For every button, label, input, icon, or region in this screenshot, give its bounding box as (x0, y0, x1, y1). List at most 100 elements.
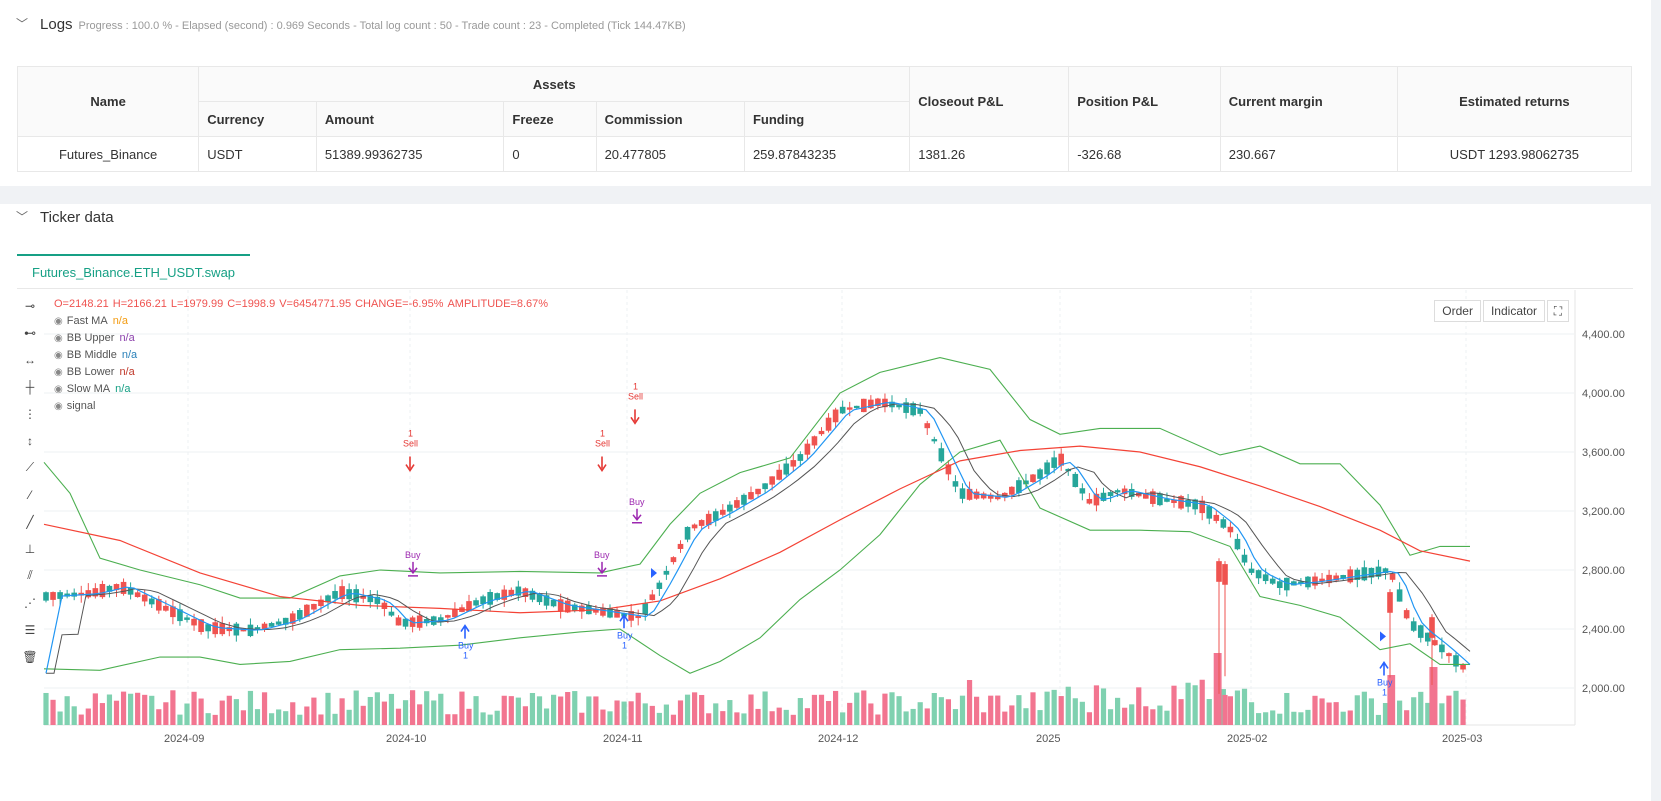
volume-bar (586, 696, 592, 725)
fib-icon[interactable]: ⋰ (24, 595, 36, 610)
legend-item[interactable]: ◉ BB Upper n/a (54, 330, 552, 347)
volume-bar (226, 695, 232, 725)
bb-middle-line (46, 403, 1471, 674)
volume-bar (1425, 702, 1431, 725)
col-funding: Funding (743, 101, 911, 137)
horizontal-ray-icon[interactable]: ↔ (24, 352, 36, 367)
candle-body (670, 557, 677, 563)
y-tick-label: 2,000.00 (1582, 683, 1625, 695)
volume-bar (1136, 687, 1142, 725)
close-signal-label: Buy (405, 550, 421, 560)
candle-body (205, 624, 211, 632)
ohlc-close: C=1998.9 (227, 298, 276, 310)
volume-bar (1122, 707, 1128, 725)
ohlc-high: H=2166.21 (112, 298, 167, 310)
volume-bar (790, 714, 796, 725)
trash-icon[interactable]: 🗑 (22, 649, 38, 664)
volume-bar (494, 710, 500, 725)
candle-body (600, 607, 606, 616)
legend-value: n/a (121, 349, 138, 361)
legend-item[interactable]: ◉ Fast MA n/a (54, 313, 552, 330)
vertical-ray-icon[interactable]: ↕ (27, 433, 33, 448)
volume-bar (1432, 667, 1438, 725)
candle-body (966, 488, 973, 500)
volume-bar (600, 709, 606, 725)
volume-bar (1256, 713, 1262, 725)
sell-arrow-icon (630, 409, 640, 425)
vertical-line-icon[interactable]: ┼ (25, 379, 35, 394)
candle-body (1241, 554, 1248, 563)
crosshair-icon[interactable]: ⊸ (24, 298, 36, 313)
candle-body (402, 618, 409, 627)
logs-header[interactable]: ﹀ Logs Progress : 100.0 % - Elapsed (sec… (16, 16, 686, 33)
col-margin: Current margin (1219, 66, 1398, 137)
candle-body (790, 460, 797, 467)
candle-body (762, 483, 768, 490)
tab-eth-usdt[interactable]: Futures_Binance.ETH_USDT.swap (17, 254, 251, 288)
sell-signal-label: Sell (628, 391, 643, 401)
sell-signal-label: Sell (403, 439, 418, 449)
volume-bar (1086, 712, 1092, 725)
ohlc-readout: O=2148.21 H=2166.21 L=1979.99 C=1998.9 V=645… (54, 296, 552, 313)
chevron-down-icon[interactable]: ﹀ (16, 17, 29, 31)
candle-body (607, 608, 613, 618)
signal-count: 1 (408, 429, 413, 439)
candle-body (1446, 653, 1452, 657)
parallel-channel-icon[interactable]: ⫽ (27, 568, 33, 582)
volume-bar (1460, 699, 1466, 725)
volume-bar (656, 712, 662, 725)
volume-bar (692, 692, 698, 725)
volume-bar (269, 713, 275, 725)
vertical-segment-icon[interactable]: ⋮ (24, 406, 36, 421)
volume-bar (840, 712, 846, 725)
eye-icon[interactable]: ◉ (54, 350, 63, 361)
volume-bar (381, 701, 387, 725)
candle-body (1143, 493, 1149, 499)
fullscreen-icon[interactable]: ⛶ (1547, 300, 1569, 322)
legend-name: BB Middle (66, 349, 117, 361)
indicator-button[interactable]: Indicator (1482, 300, 1545, 322)
order-button[interactable]: Order (1434, 300, 1481, 322)
indicator-list: ◉ Fast MA n/a ◉ BB Upper n/a ◉ BB Middle n/a ◉ BB … (54, 313, 552, 415)
legend-item[interactable]: ◉ Slow MA n/a (54, 381, 552, 398)
candle-body (134, 592, 141, 598)
eye-icon[interactable]: ◉ (54, 384, 63, 395)
ray-line-icon[interactable]: ⁄ (28, 487, 31, 502)
eye-icon[interactable]: ◉ (54, 401, 63, 412)
eye-icon[interactable]: ◉ (54, 367, 63, 378)
logs-title: Logs (40, 16, 73, 33)
signal-count: 1 (600, 429, 605, 439)
legend-item[interactable]: ◉ signal (54, 398, 552, 415)
col-closeout: Closeout P&L (909, 66, 1070, 137)
volume-bar (452, 714, 458, 725)
price-chart[interactable]: 4,400.00 4,000.00 3,600.00 3,200.00 2,800.00… (0, 204, 1651, 801)
volume-bar (466, 708, 472, 725)
eye-icon[interactable]: ◉ (54, 316, 63, 327)
candle-body (1425, 632, 1431, 642)
y-tick-label: 4,400.00 (1582, 329, 1625, 341)
cell-funding: 259.87843235 (743, 136, 911, 172)
volume-bar (875, 714, 881, 725)
volume-bar (988, 695, 994, 725)
candle-body (804, 443, 811, 455)
chevron-down-icon[interactable]: ﹀ (16, 210, 29, 224)
drawing-toolbar: ⊸ ⊷ ↔ ┼ ⋮ ↕ ⟋ ⁄ ╱ ⊥ ⫽ ⋰ ☰ 🗑 (18, 292, 42, 670)
volume-bar (78, 714, 84, 725)
candle-body (649, 594, 656, 601)
legend-item[interactable]: ◉ BB Middle n/a (54, 347, 552, 364)
volume-bar (360, 705, 366, 725)
volume-bar (804, 708, 810, 725)
fib-levels-icon[interactable]: ☰ (24, 622, 36, 637)
buy-arrow-icon (619, 613, 629, 629)
candle-body (769, 476, 775, 485)
horizontal-line-icon[interactable]: ⊷ (24, 325, 36, 340)
ticker-header[interactable]: ﹀ Ticker data (16, 209, 114, 226)
candle-body (127, 587, 134, 595)
candle-body (261, 623, 268, 630)
price-line-icon[interactable]: ⊥ (24, 541, 36, 556)
eye-icon[interactable]: ◉ (54, 333, 63, 344)
trend-line-icon[interactable]: ⟋ (25, 460, 35, 474)
segment-icon[interactable]: ╱ (26, 514, 34, 529)
volume-bar (924, 708, 930, 725)
legend-item[interactable]: ◉ BB Lower n/a (54, 364, 552, 381)
